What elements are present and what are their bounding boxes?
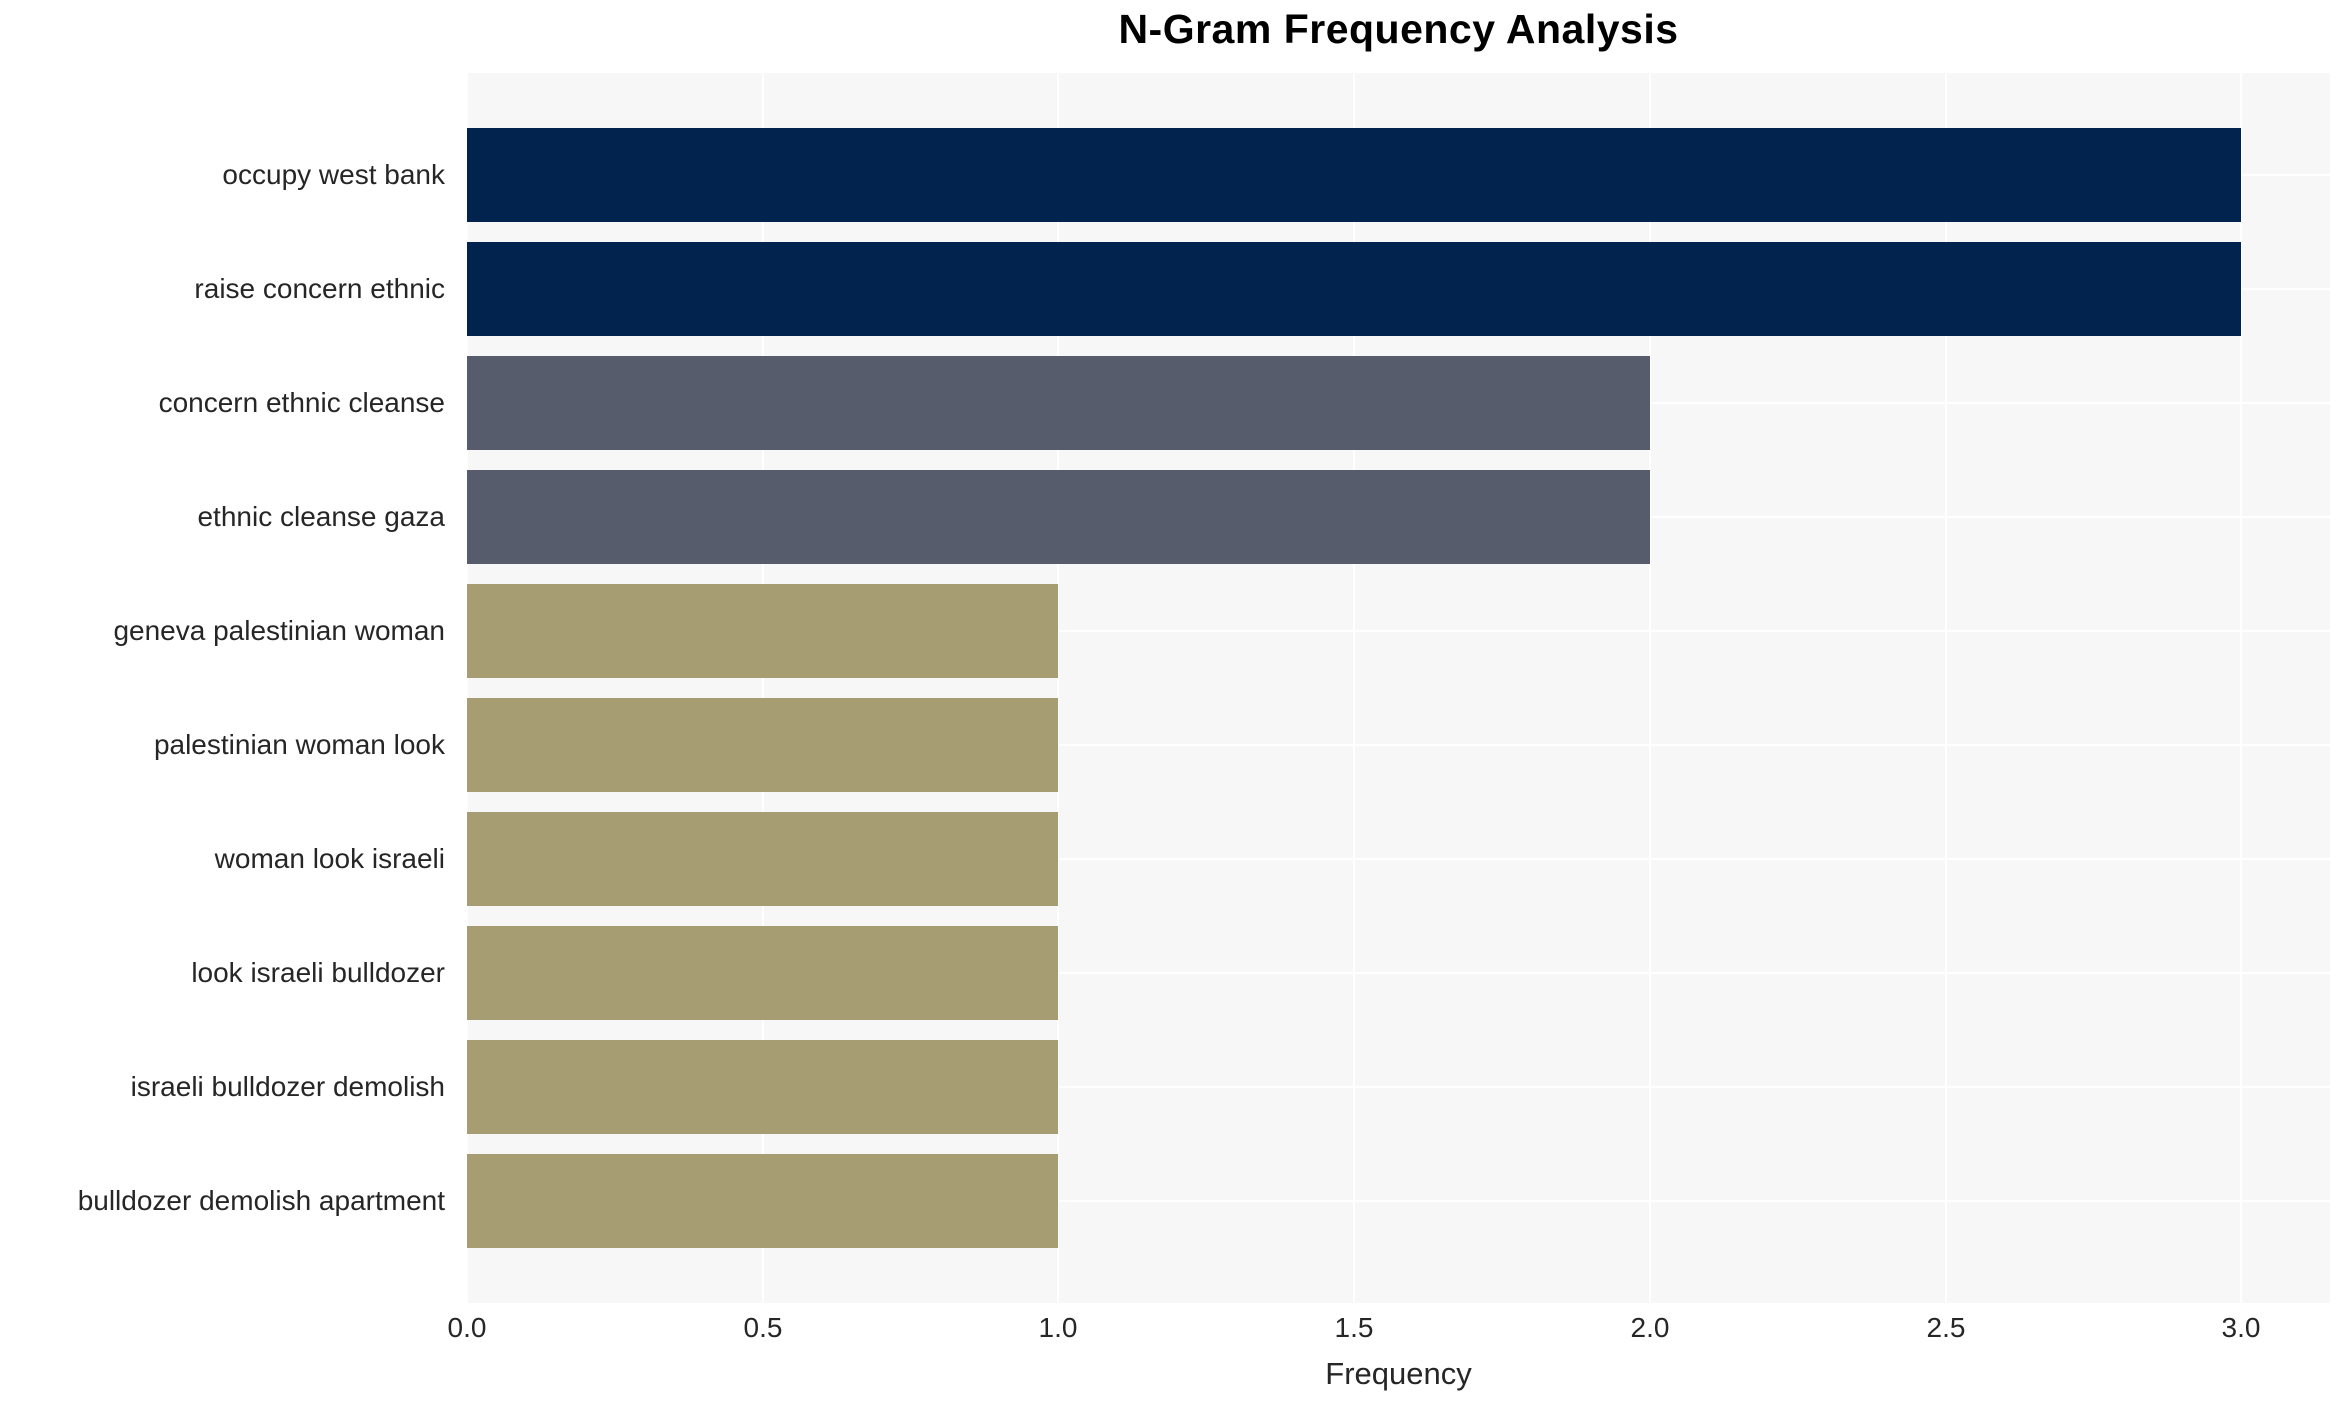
gridline-horizontal: [467, 744, 2330, 746]
y-tick-label: look israeli bulldozer: [191, 957, 445, 988]
y-tick-label: palestinian woman look: [153, 729, 445, 760]
x-tick-label: 0.0: [447, 1312, 487, 1343]
y-tick-label: ethnic cleanse gaza: [197, 501, 445, 532]
bar-woman-look-israeli: [467, 812, 1058, 906]
y-tick-label: bulldozer demolish apartment: [77, 1185, 445, 1216]
gridline-vertical: [2240, 73, 2242, 1303]
gridline-horizontal: [467, 972, 2330, 974]
gridline-horizontal: [467, 630, 2330, 632]
bar-ethnic-cleanse-gaza: [467, 470, 1650, 564]
y-tick-label: concern ethnic cleanse: [158, 387, 445, 418]
bar-occupy-west-bank: [467, 128, 2241, 222]
x-tick-label: 1.0: [1038, 1312, 1078, 1343]
x-tick-label: 2.0: [1630, 1312, 1670, 1343]
gridline-vertical: [466, 73, 468, 1303]
gridline-vertical: [1353, 73, 1355, 1303]
y-tick-label: geneva palestinian woman: [113, 615, 445, 646]
gridline-horizontal: [467, 1086, 2330, 1088]
plot-area: [466, 73, 2330, 1303]
x-tick-label: 2.5: [1926, 1312, 1966, 1343]
gridline-vertical: [1945, 73, 1947, 1303]
bar-raise-concern-ethnic: [467, 242, 2241, 336]
y-tick-label: israeli bulldozer demolish: [130, 1071, 445, 1102]
bar-bulldozer-demolish-apartment: [467, 1154, 1058, 1248]
x-tick-label: 0.5: [743, 1312, 783, 1343]
gridline-horizontal: [467, 1200, 2330, 1202]
y-tick-label: woman look israeli: [214, 843, 445, 874]
x-tick-label: 3.0: [2221, 1312, 2261, 1343]
y-tick-label: raise concern ethnic: [194, 273, 445, 304]
bar-look-israeli-bulldozer: [467, 926, 1058, 1020]
x-axis-label: Frequency: [1325, 1356, 1472, 1391]
x-tick-label: 1.5: [1334, 1312, 1374, 1343]
bar-palestinian-woman-look: [467, 698, 1058, 792]
bar-israeli-bulldozer-demolish: [467, 1040, 1058, 1134]
bar-concern-ethnic-cleanse: [467, 356, 1650, 450]
gridline-horizontal: [467, 858, 2330, 860]
chart-title: N-Gram Frequency Analysis: [1118, 6, 1679, 52]
y-tick-label: occupy west bank: [222, 159, 445, 190]
bar-geneva-palestinian-woman: [467, 584, 1058, 678]
gridline-vertical: [1649, 73, 1651, 1303]
gridline-vertical: [1057, 73, 1059, 1303]
gridline-vertical: [762, 73, 764, 1303]
